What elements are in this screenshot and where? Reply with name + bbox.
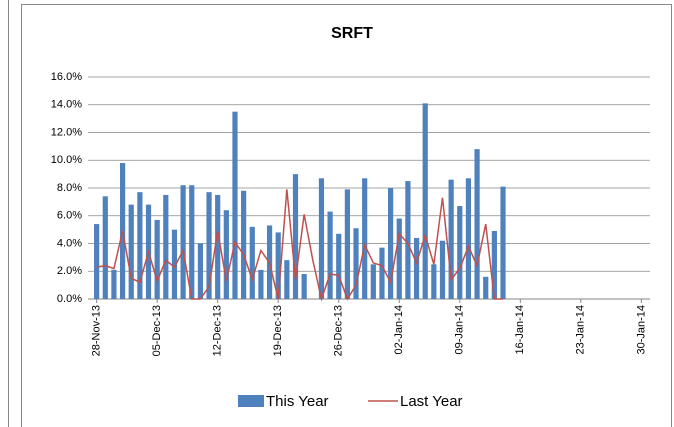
- bar: [275, 232, 281, 299]
- x-tick-label: 16-Jan-14: [514, 305, 526, 355]
- bar: [241, 190, 247, 299]
- bar: [154, 219, 160, 299]
- bar: [258, 269, 264, 299]
- bar: [292, 174, 299, 299]
- y-tick-label: 2.0%: [57, 265, 82, 277]
- bar: [465, 178, 472, 299]
- x-tick-label: 12-Dec-13: [212, 305, 224, 356]
- x-tick-label: 19-Dec-13: [272, 305, 284, 356]
- bar: [353, 228, 359, 299]
- bar: [362, 178, 368, 299]
- bar: [327, 211, 333, 299]
- bar: [344, 189, 350, 299]
- legend-label: Last Year: [400, 393, 463, 410]
- bar: [171, 229, 178, 299]
- bar: [405, 181, 411, 299]
- bar: [491, 231, 497, 299]
- x-tick-label: 02-Jan-14: [393, 305, 405, 355]
- chart-frame: [21, 4, 672, 427]
- bar: [396, 218, 402, 299]
- bar: [413, 237, 420, 299]
- bar: [102, 196, 108, 299]
- y-tick-label: 14.0%: [51, 99, 82, 111]
- x-tick-label: 26-Dec-13: [333, 305, 345, 356]
- line: [96, 189, 504, 302]
- x-tick-label: 28-Nov-13: [91, 305, 103, 356]
- bar: [94, 224, 100, 299]
- bar: [249, 226, 255, 299]
- bar: [128, 204, 134, 299]
- y-tick-label: 6.0%: [57, 210, 82, 222]
- bar: [431, 264, 437, 299]
- x-tick-label: 09-Jan-14: [454, 305, 466, 355]
- bar: [474, 149, 480, 299]
- bar: [422, 103, 428, 299]
- y-tick-label: 4.0%: [57, 237, 82, 249]
- bar: [457, 206, 463, 299]
- legend-label: This Year: [266, 393, 329, 410]
- bar: [215, 194, 221, 299]
- y-tick-label: 12.0%: [51, 126, 82, 138]
- bar: [111, 269, 117, 299]
- y-tick-label: 10.0%: [51, 154, 82, 166]
- bar: [500, 186, 506, 299]
- y-tick-label: 8.0%: [57, 182, 82, 194]
- bar: [137, 192, 143, 299]
- bar: [189, 185, 195, 299]
- bar: [301, 274, 307, 299]
- bar: [379, 247, 385, 299]
- bar: [223, 210, 229, 299]
- chart-title: SRFT: [331, 25, 373, 42]
- y-tick-label: 0.0%: [57, 293, 82, 305]
- bar: [370, 264, 376, 299]
- bar: [232, 111, 238, 299]
- bar: [336, 233, 342, 299]
- bar: [448, 179, 454, 299]
- bar: [284, 260, 290, 299]
- bar: [163, 194, 169, 299]
- x-tick-label: 30-Jan-14: [635, 305, 647, 355]
- bar: [180, 185, 186, 299]
- bar: [388, 188, 394, 299]
- y-tick-label: 16.0%: [51, 71, 82, 83]
- bar: [206, 192, 212, 299]
- x-tick-label: 23-Jan-14: [575, 305, 587, 355]
- bar: [439, 240, 446, 299]
- bar: [197, 243, 203, 299]
- x-tick-label: 05-Dec-13: [151, 305, 163, 356]
- bar: [318, 178, 325, 299]
- bar: [483, 276, 489, 299]
- legend-swatch: [238, 395, 264, 407]
